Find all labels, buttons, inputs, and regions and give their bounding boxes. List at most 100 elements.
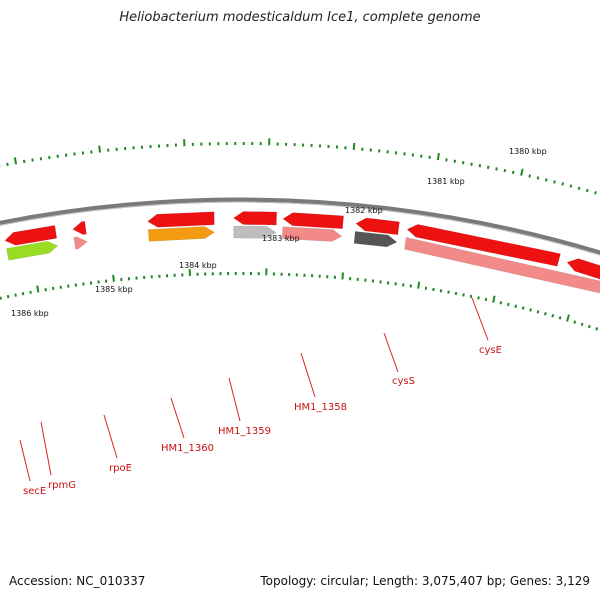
genome-info-text: Topology: circular; Length: 3,075,407 bp… — [260, 574, 590, 588]
genome-backbone — [0, 197, 600, 256]
ruler-label-1384: 1384 kbp — [179, 261, 217, 270]
inner-tick — [469, 294, 473, 299]
gene-leader-lines — [19, 297, 489, 482]
inner-tick — [514, 304, 518, 308]
inner-tick — [499, 301, 503, 305]
leader-line — [103, 414, 118, 459]
leader-line — [19, 439, 31, 482]
inner-tick — [477, 296, 480, 300]
inner-tick — [544, 312, 547, 316]
gene-red-7 — [147, 211, 215, 228]
outer-tick — [98, 145, 101, 153]
inner-tick — [558, 316, 562, 320]
gene-red-4 — [355, 217, 400, 235]
inner-tick — [521, 306, 525, 310]
inner-tick — [0, 296, 2, 300]
leader-line — [40, 421, 52, 476]
ruler-label-1381: 1381 kbp — [427, 177, 465, 186]
outer-tick — [544, 178, 548, 182]
gene-label-rpoE[interactable]: rpoE — [109, 463, 132, 474]
outer-tick — [495, 167, 498, 171]
ruler-label-1386: 1386 kbp — [11, 309, 49, 318]
inner-tick — [536, 310, 540, 314]
inner-tick — [462, 293, 465, 297]
inner-tick — [580, 322, 584, 327]
outer-tick — [594, 191, 597, 195]
gene-red-6 — [233, 211, 277, 226]
gene-cog-cysS — [404, 237, 600, 294]
gene-cog-HM1_1359 — [282, 226, 343, 242]
outer-tick — [577, 186, 581, 190]
gene-label-cysS[interactable]: cysS — [392, 376, 415, 387]
outer-tick — [503, 168, 507, 173]
inner-tick — [573, 320, 577, 324]
gene-label-HM1_1358[interactable]: HM1_1358 — [294, 402, 347, 413]
outer-tick — [553, 180, 556, 184]
gene-track — [4, 211, 600, 294]
outer-tick — [6, 162, 9, 167]
inner-tick — [507, 302, 510, 307]
gene-red-3 — [406, 224, 561, 267]
outer-tick — [461, 161, 465, 165]
gene-cog-secE — [6, 240, 59, 261]
gene-label-HM1_1359[interactable]: HM1_1359 — [218, 426, 271, 437]
ruler-label-1383: 1383 kbp — [262, 234, 300, 243]
gene-red-8 — [72, 220, 87, 235]
outer-tick — [478, 164, 482, 168]
outer-tick — [520, 168, 524, 176]
leader-line — [300, 352, 316, 398]
inner-tick — [21, 292, 25, 296]
inner-tick — [112, 274, 115, 282]
ruler-ticks-outer — [0, 138, 597, 195]
gene-cog-rpoE — [147, 226, 215, 242]
outer-tick — [436, 153, 440, 161]
gene-label-HM1_1360[interactable]: HM1_1360 — [161, 443, 214, 454]
outer-tick — [352, 142, 356, 151]
ruler-ticks-inner — [0, 268, 599, 331]
outer-tick — [528, 174, 532, 178]
inner-tick — [551, 314, 555, 318]
outer-tick — [561, 182, 565, 186]
inner-tick — [587, 324, 591, 329]
inner-tick — [454, 291, 458, 296]
inner-tick — [6, 294, 10, 299]
inner-tick — [595, 327, 599, 331]
backbone-arc — [0, 197, 600, 256]
gene-label-rpmG[interactable]: rpmG — [48, 480, 76, 491]
ruler-label-1385: 1385 kbp — [95, 285, 133, 294]
inner-tick — [529, 308, 532, 312]
gene-cog-rpmG — [73, 236, 88, 250]
gene-cog-HM1_1360 — [233, 225, 277, 239]
accession-text: Accession: NC_010337 — [9, 574, 146, 588]
inner-tick — [417, 281, 421, 289]
gene-red-5 — [282, 212, 344, 230]
leader-line — [383, 332, 399, 373]
gene-red-2 — [566, 258, 600, 280]
leader-line — [228, 377, 241, 422]
gene-label-cysE[interactable]: cysE — [479, 345, 502, 356]
ruler-label-1382: 1382 kbp — [345, 206, 383, 215]
leader-line — [471, 297, 489, 341]
inner-tick — [447, 290, 450, 294]
inner-tick — [36, 285, 40, 293]
inner-tick — [341, 272, 345, 280]
leader-line — [170, 397, 185, 439]
inner-tick — [29, 290, 32, 294]
gene-red-9 — [4, 225, 58, 246]
map-title: Heliobacterium modesticaldum Ice1, compl… — [119, 10, 481, 25]
outer-tick — [585, 188, 589, 193]
outer-tick — [511, 170, 515, 175]
inner-tick — [492, 295, 496, 303]
inner-tick — [566, 314, 570, 322]
gene-cog-HM1_1358 — [353, 231, 398, 248]
inner-tick — [14, 293, 17, 297]
gene-label-secE[interactable]: secE — [23, 486, 46, 497]
outer-tick — [470, 162, 473, 166]
outer-tick — [536, 176, 540, 180]
outer-tick — [569, 184, 573, 188]
backbone-highlight — [0, 201, 600, 256]
inner-tick — [439, 289, 443, 293]
outer-tick — [13, 157, 18, 165]
inner-tick — [484, 297, 488, 302]
